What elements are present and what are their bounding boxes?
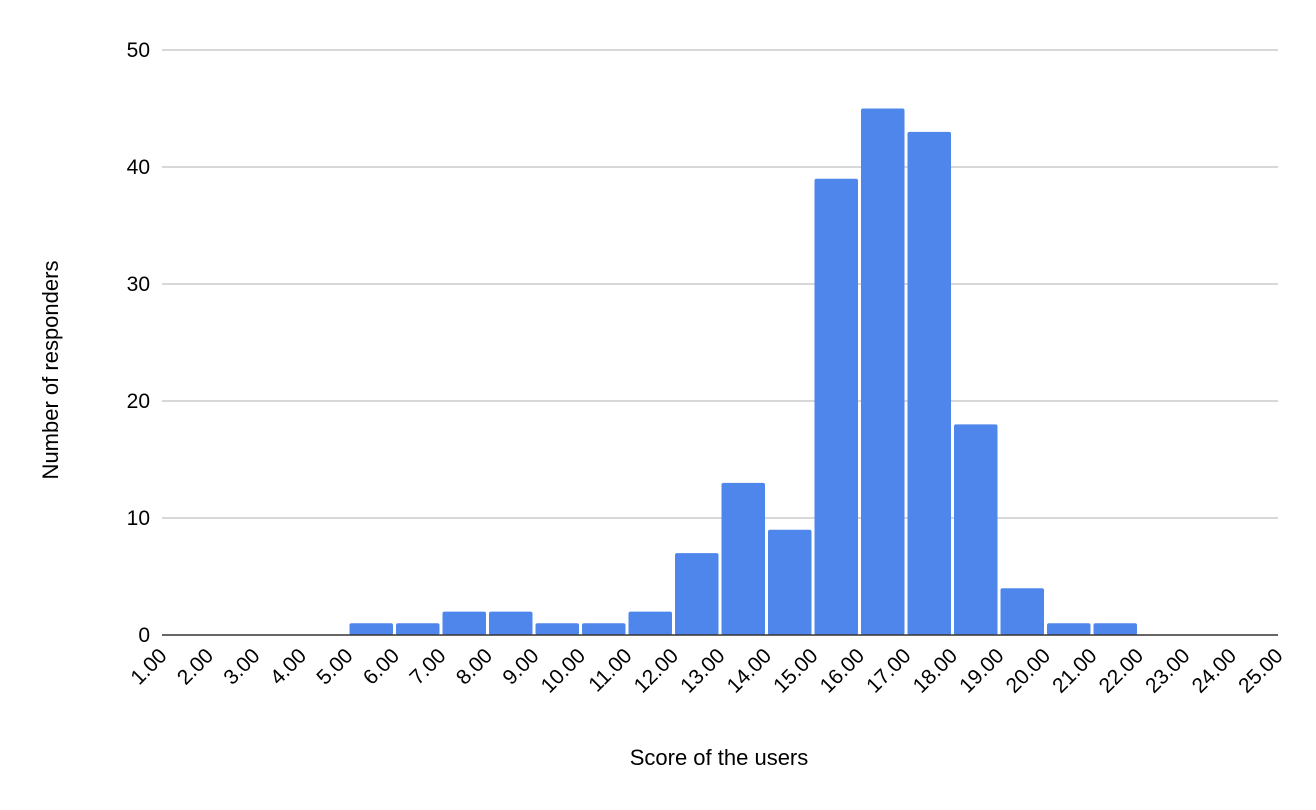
- x-tick-label: 15.00: [769, 644, 822, 697]
- bar-19.00: [1000, 588, 1044, 635]
- x-tick-label: 11.00: [584, 644, 636, 696]
- x-tick-label: 7.00: [405, 644, 450, 689]
- bar-7.00: [442, 611, 486, 635]
- x-tick-label: 21.00: [1048, 644, 1101, 697]
- bar-16.00: [861, 108, 905, 635]
- x-tick-label: 12.00: [630, 644, 683, 697]
- y-tick-label: 10: [127, 507, 150, 530]
- x-tick-label: 23.00: [1141, 644, 1194, 697]
- x-tick-label: 10.00: [537, 644, 590, 697]
- x-tick-label: 3.00: [219, 644, 264, 689]
- x-tick-label: 14.00: [723, 644, 776, 697]
- y-tick-label: 30: [127, 273, 150, 296]
- x-tick-label: 2.00: [173, 644, 218, 689]
- y-tick-label: 40: [127, 156, 150, 179]
- x-tick-label: 1.00: [126, 644, 171, 689]
- x-axis-title: Score of the users: [630, 745, 809, 770]
- bar-21.00: [1093, 623, 1137, 635]
- gridlines: [162, 49, 1278, 519]
- bar-9.00: [535, 623, 579, 635]
- bar-18.00: [954, 424, 998, 635]
- y-tick-label: 20: [127, 390, 150, 413]
- bar-20.00: [1047, 623, 1091, 635]
- x-tick-labels: 1.00 2.00 3.00 4.00 5.00 6.00 7.00 8.00 9.0010.0…: [126, 644, 1287, 697]
- x-tick-label: 4.00: [266, 644, 311, 689]
- y-tick-label: 0: [138, 624, 150, 647]
- x-tick-label: 8.00: [452, 644, 497, 689]
- x-tick-label: 16.00: [816, 644, 869, 697]
- bar-14.00: [768, 529, 812, 635]
- y-tick-labels: 0 10 20 30 40 50: [127, 39, 150, 647]
- x-tick-label: 6.00: [359, 644, 404, 689]
- y-tick-label: 50: [127, 39, 150, 62]
- bar-6.00: [396, 623, 440, 635]
- bar-8.00: [489, 611, 533, 635]
- x-tick-label: 25.00: [1234, 644, 1287, 697]
- bar-11.00: [628, 611, 672, 635]
- x-tick-label: 24.00: [1188, 644, 1241, 697]
- y-axis-title: Number of responders: [38, 261, 63, 480]
- x-tick-label: 22.00: [1095, 644, 1148, 697]
- bars: [349, 108, 1137, 635]
- bar-10.00: [582, 623, 626, 635]
- x-tick-label: 20.00: [1002, 644, 1055, 697]
- bar-12.00: [675, 553, 719, 635]
- x-tick-label: 17.00: [862, 644, 915, 697]
- x-tick-label: 13.00: [676, 644, 729, 697]
- x-tick-label: 19.00: [955, 644, 1008, 697]
- bar-17.00: [907, 131, 951, 635]
- x-tick-label: 18.00: [909, 644, 962, 697]
- x-tick-label: 5.00: [312, 644, 357, 689]
- bar-15.00: [814, 178, 858, 635]
- bar-13.00: [721, 482, 765, 635]
- bar-5.00: [349, 623, 393, 635]
